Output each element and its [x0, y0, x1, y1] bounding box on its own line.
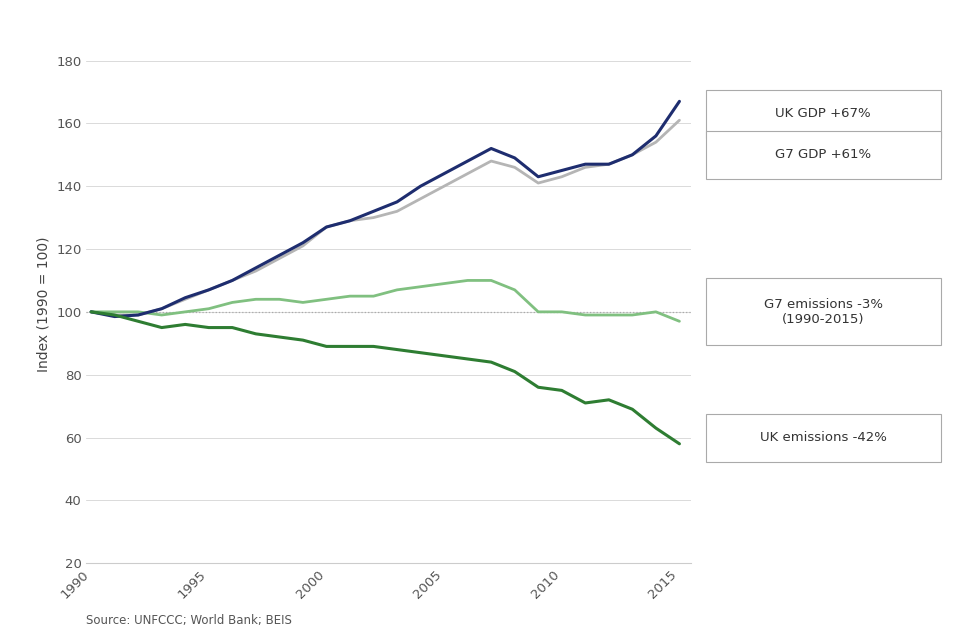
Text: Source: UNFCCC; World Bank; BEIS: Source: UNFCCC; World Bank; BEIS	[86, 614, 292, 627]
Text: UK emissions -42%: UK emissions -42%	[759, 431, 887, 444]
Text: G7 emissions -3%
(1990-2015): G7 emissions -3% (1990-2015)	[764, 298, 882, 326]
Text: G7 GDP +61%: G7 GDP +61%	[775, 148, 872, 161]
Y-axis label: Index (1990 = 100): Index (1990 = 100)	[36, 236, 51, 372]
Text: UK GDP +67%: UK GDP +67%	[776, 108, 871, 120]
